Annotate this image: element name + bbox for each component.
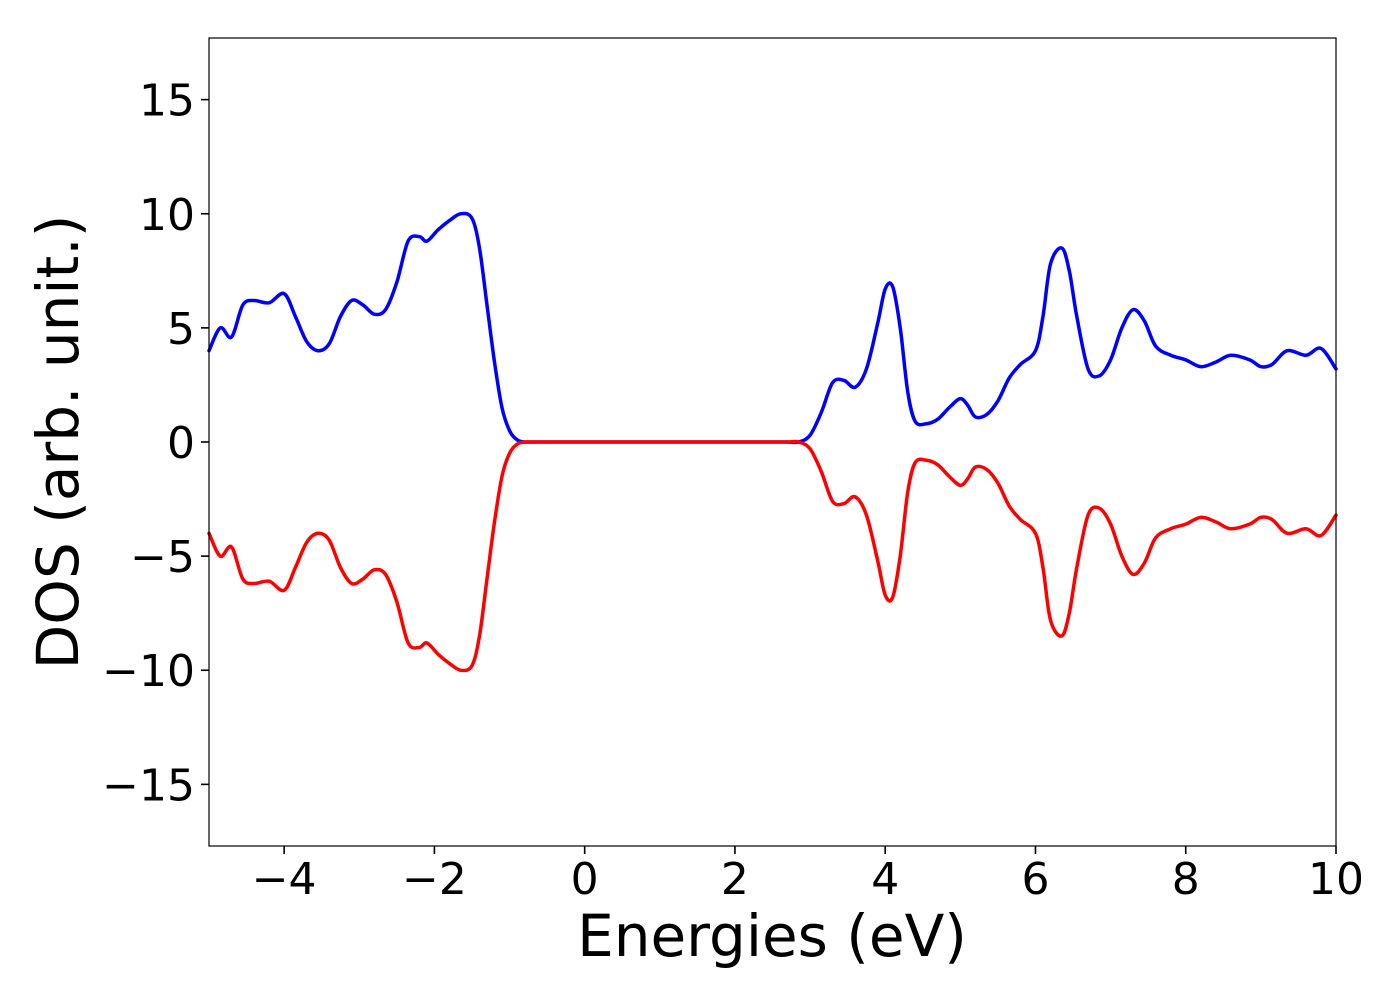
x-tick-label: 4 [871,854,899,905]
y-tick-label: −5 [130,532,195,583]
x-tick-label: −4 [252,854,317,905]
dos-series-down [207,439,1338,673]
dos-series-up [207,211,1338,445]
x-axis-label: Energies (eV) [577,902,967,970]
x-tick-label: 0 [571,854,599,905]
x-tick-label: 10 [1308,854,1364,905]
y-tick-label: −15 [102,760,195,811]
x-tick-label: 8 [1172,854,1200,905]
x-tick-label: −2 [402,854,467,905]
y-axis: 15 10 5 0 −5 −10 −15 [102,76,209,811]
x-axis: −4 −2 0 2 4 6 8 10 [252,846,1364,905]
x-tick-label: 2 [721,854,749,905]
y-axis-label: DOS (arb. unit.) [24,215,92,670]
y-tick-label: 10 [139,190,195,241]
y-tick-label: 5 [167,304,195,355]
series-layer [207,211,1338,673]
y-tick-label: −10 [102,646,195,697]
y-tick-label: 0 [167,418,195,469]
x-tick-label: 6 [1021,854,1049,905]
y-tick-label: 15 [139,76,195,127]
